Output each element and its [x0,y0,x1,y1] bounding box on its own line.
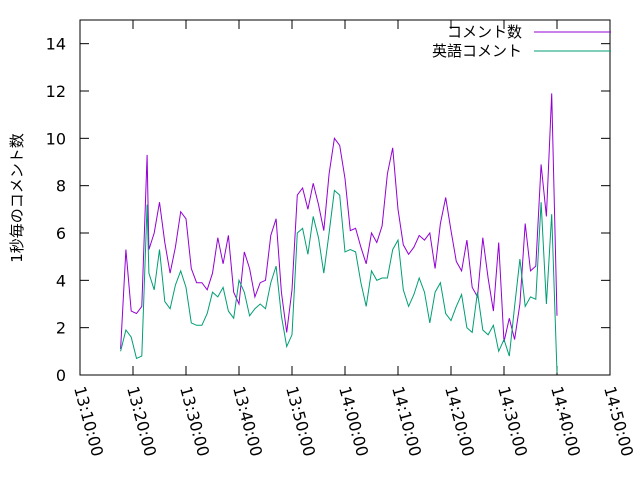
series-line-comments [120,93,558,350]
y-tick-label: 12 [46,82,66,101]
y-tick-label: 2 [56,319,66,338]
x-tick-label: 13:30:00 [176,384,213,458]
y-tick-label: 6 [56,224,66,243]
x-tick-label: 14:40:00 [547,384,584,458]
y-tick-label: 14 [46,35,66,54]
x-tick-label: 14:10:00 [388,384,425,458]
legend-label-english: 英語コメント [432,42,522,60]
x-tick-label: 13:20:00 [123,384,160,458]
plot-border [79,19,611,376]
x-tick-label: 13:10:00 [70,384,107,458]
y-tick-label: 4 [56,271,66,290]
x-tick-label: 13:50:00 [282,384,319,458]
x-tick-label: 14:50:00 [600,384,637,458]
series-line-english [120,189,558,373]
x-tick-label: 14:20:00 [441,384,478,458]
y-tick-label: 10 [46,129,66,148]
x-tick-label: 14:00:00 [335,384,372,458]
legend-label-comments: コメント数 [447,23,522,41]
x-tick-label: 13:40:00 [229,384,266,458]
y-axis-label: 1秒毎のコメント数 [8,133,26,263]
y-tick-label: 0 [56,366,66,385]
y-tick-label: 8 [56,177,66,196]
x-tick-label: 14:30:00 [494,384,531,458]
legend: コメント数 英語コメント [432,23,611,60]
